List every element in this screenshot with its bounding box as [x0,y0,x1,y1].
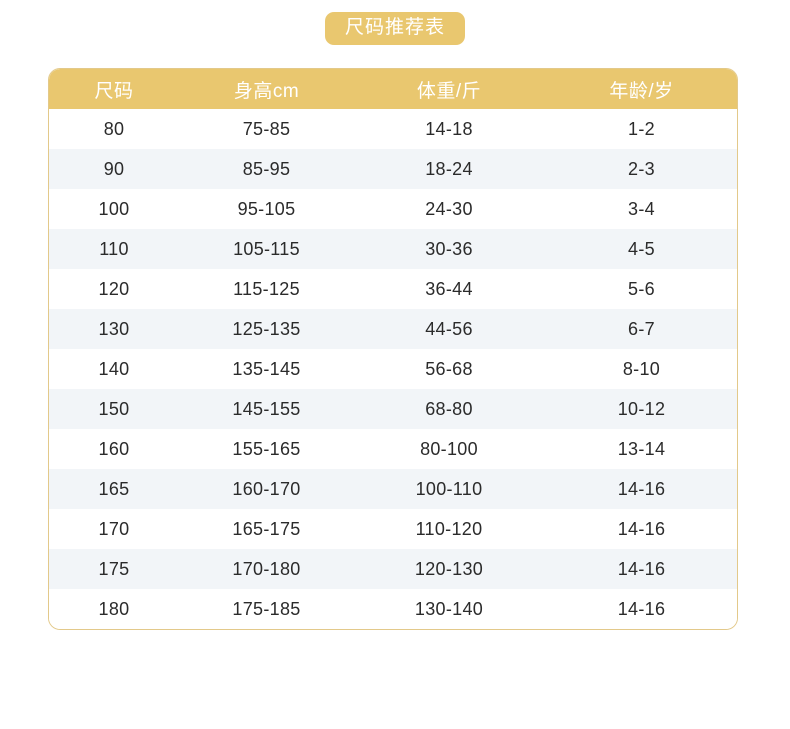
table-row: 180 175-185 130-140 14-16 [49,589,737,629]
cell-height: 165-175 [179,509,354,549]
cell-weight: 14-18 [354,109,544,149]
cell-age: 5-6 [544,269,737,309]
size-table-card: 尺码 身高cm 体重/斤 年龄/岁 80 75-85 14-18 1-2 90 85-95… [48,68,738,630]
table-row: 140 135-145 56-68 8-10 [49,349,737,389]
cell-size: 170 [49,509,179,549]
table-row: 150 145-155 68-80 10-12 [49,389,737,429]
cell-weight: 18-24 [354,149,544,189]
cell-height: 135-145 [179,349,354,389]
table-row: 165 160-170 100-110 14-16 [49,469,737,509]
table-row: 80 75-85 14-18 1-2 [49,109,737,149]
cell-age: 10-12 [544,389,737,429]
cell-age: 14-16 [544,589,737,629]
chart-title-container: 尺码推荐表 [0,12,790,45]
cell-height: 125-135 [179,309,354,349]
cell-age: 6-7 [544,309,737,349]
column-header-age: 年龄/岁 [544,69,737,109]
cell-height: 155-165 [179,429,354,469]
cell-size: 175 [49,549,179,589]
cell-height: 75-85 [179,109,354,149]
cell-size: 110 [49,229,179,269]
cell-age: 2-3 [544,149,737,189]
cell-weight: 24-30 [354,189,544,229]
table-row: 130 125-135 44-56 6-7 [49,309,737,349]
cell-weight: 36-44 [354,269,544,309]
table-header-row: 尺码 身高cm 体重/斤 年龄/岁 [49,69,737,109]
cell-size: 160 [49,429,179,469]
cell-age: 13-14 [544,429,737,469]
chart-title-badge: 尺码推荐表 [324,12,465,45]
cell-weight: 130-140 [354,589,544,629]
table-row: 160 155-165 80-100 13-14 [49,429,737,469]
table-row: 90 85-95 18-24 2-3 [49,149,737,189]
cell-height: 175-185 [179,589,354,629]
cell-size: 130 [49,309,179,349]
cell-age: 14-16 [544,509,737,549]
cell-weight: 100-110 [354,469,544,509]
cell-weight: 68-80 [354,389,544,429]
cell-height: 170-180 [179,549,354,589]
cell-weight: 56-68 [354,349,544,389]
cell-weight: 44-56 [354,309,544,349]
cell-height: 145-155 [179,389,354,429]
cell-size: 80 [49,109,179,149]
column-header-size: 尺码 [49,69,179,109]
cell-age: 14-16 [544,549,737,589]
size-table-header: 尺码 身高cm 体重/斤 年龄/岁 [49,69,737,109]
cell-height: 85-95 [179,149,354,189]
cell-size: 100 [49,189,179,229]
cell-size: 140 [49,349,179,389]
cell-size: 150 [49,389,179,429]
column-header-height: 身高cm [179,69,354,109]
cell-weight: 110-120 [354,509,544,549]
cell-size: 180 [49,589,179,629]
cell-age: 14-16 [544,469,737,509]
cell-weight: 30-36 [354,229,544,269]
cell-size: 165 [49,469,179,509]
cell-age: 4-5 [544,229,737,269]
size-table-body: 80 75-85 14-18 1-2 90 85-95 18-24 2-3 100 95-105 2… [49,109,737,629]
table-row: 170 165-175 110-120 14-16 [49,509,737,549]
cell-height: 105-115 [179,229,354,269]
column-header-weight: 体重/斤 [354,69,544,109]
cell-height: 95-105 [179,189,354,229]
cell-age: 8-10 [544,349,737,389]
table-row: 120 115-125 36-44 5-6 [49,269,737,309]
table-row: 100 95-105 24-30 3-4 [49,189,737,229]
cell-age: 1-2 [544,109,737,149]
cell-size: 120 [49,269,179,309]
size-table: 尺码 身高cm 体重/斤 年龄/岁 80 75-85 14-18 1-2 90 85-95… [49,69,737,629]
table-row: 110 105-115 30-36 4-5 [49,229,737,269]
cell-weight: 80-100 [354,429,544,469]
cell-height: 115-125 [179,269,354,309]
table-row: 175 170-180 120-130 14-16 [49,549,737,589]
cell-size: 90 [49,149,179,189]
cell-age: 3-4 [544,189,737,229]
cell-weight: 120-130 [354,549,544,589]
cell-height: 160-170 [179,469,354,509]
